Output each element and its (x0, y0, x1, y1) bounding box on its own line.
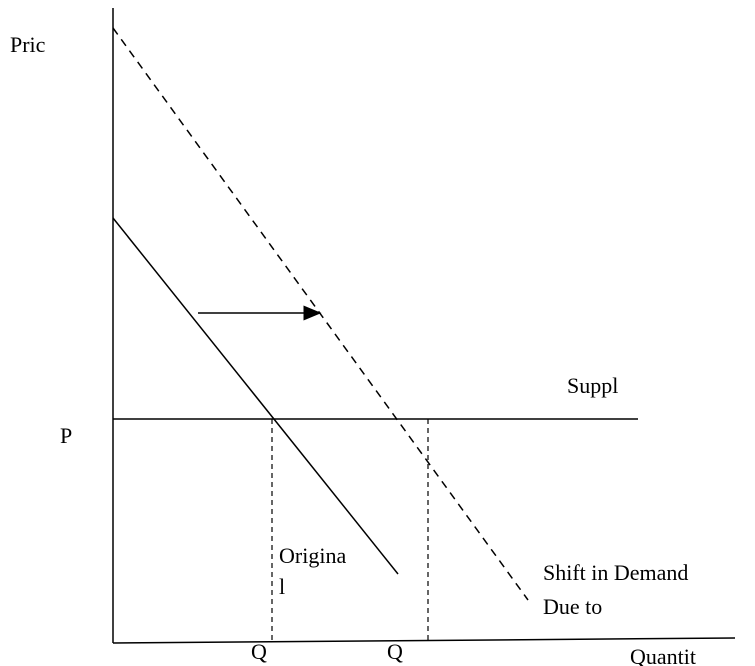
shifted-demand-line (112, 27, 529, 601)
original-demand-line (112, 217, 399, 575)
quantity-label: Q (387, 639, 403, 664)
y-axis-label: Pric (10, 32, 46, 57)
x-axis-label: Quantit (630, 644, 696, 666)
price-label: P (60, 423, 72, 448)
supply-label: Suppl (567, 373, 618, 398)
original-demand-label: l (279, 574, 285, 599)
original-demand-label: Origina (279, 543, 346, 568)
x-axis (112, 637, 736, 644)
shift-demand-label: Due to (543, 594, 602, 619)
shift-demand-label: Shift in Demand (543, 560, 688, 585)
quantity-label: Q (251, 639, 267, 664)
